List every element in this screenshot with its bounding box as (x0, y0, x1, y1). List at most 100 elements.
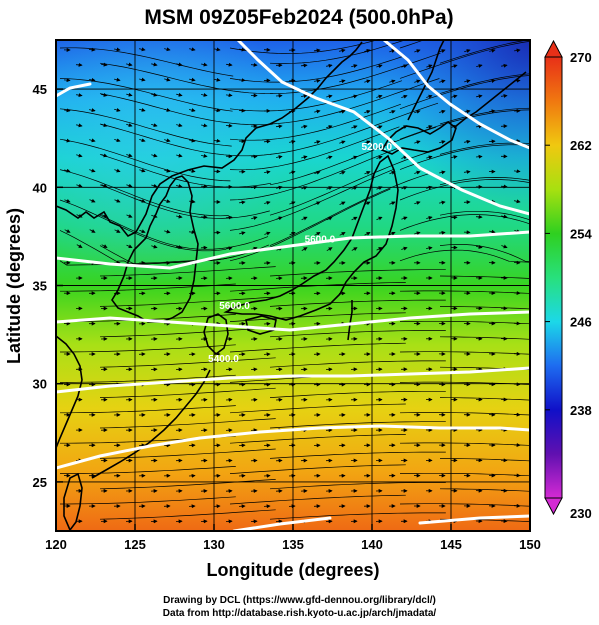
wind-arrow (63, 78, 71, 83)
wind-arrow (264, 200, 271, 205)
wind-arrow (501, 63, 508, 68)
wind-arrow (238, 78, 246, 83)
wind-arrow (226, 62, 233, 67)
wind-arrow (426, 94, 433, 99)
wind-arrow (426, 125, 433, 129)
contour-label: 5600.0 (219, 301, 250, 312)
wind-arrow (439, 170, 446, 175)
streamline (229, 312, 406, 322)
wind-arrow (339, 109, 346, 114)
streamline (439, 107, 530, 125)
x-axis-title: Longitude (degrees) (206, 560, 379, 580)
wind-arrow (164, 229, 171, 234)
wind-arrow (276, 155, 283, 159)
wind-arrow (151, 62, 158, 67)
streamline (269, 78, 440, 125)
wind-arrow (414, 170, 421, 175)
wind-arrow (151, 183, 158, 188)
wind-arrow (426, 185, 433, 190)
streamline (99, 244, 270, 265)
wind-arrow (264, 170, 271, 175)
wind-arrow (226, 246, 233, 251)
contour-label: 5600.0 (305, 234, 336, 245)
streamline (399, 179, 530, 201)
wind-arrow (89, 108, 96, 113)
wind-arrow (351, 94, 358, 99)
streamline (229, 342, 406, 353)
contour-line (56, 366, 530, 394)
wind-arrow (139, 77, 146, 82)
wind-arrow (275, 124, 283, 129)
wind-arrow (289, 170, 296, 175)
streamline (229, 103, 402, 141)
credit-drawing: Drawing by DCL (https://www.gfd-dennou.o… (163, 595, 436, 606)
streamline (269, 52, 441, 94)
x-axis: 120 125 130 135 140 145 150 (45, 524, 541, 552)
streamline (269, 330, 446, 338)
contour-line (56, 424, 530, 470)
y-tick-label: 40 (33, 180, 47, 195)
streamline (59, 78, 233, 112)
wind-arrow (114, 108, 121, 112)
wind-arrow (513, 169, 521, 174)
wind-arrow (176, 245, 183, 250)
wind-arrow (64, 198, 71, 203)
wind-arrow (426, 246, 433, 251)
wind-arrow (151, 92, 158, 97)
contour-line (232, 516, 332, 531)
wind-arrow (126, 244, 133, 249)
wind-arrow (376, 94, 383, 99)
x-tick-label: 135 (282, 537, 304, 552)
wind-arrow (214, 77, 221, 82)
coastline-izu-islands (347, 300, 353, 341)
wind-arrow (401, 94, 408, 99)
wind-arrow (514, 199, 521, 204)
wind-arrow (301, 216, 308, 221)
wind-arrow (439, 140, 446, 145)
contour-line (56, 230, 530, 270)
x-tick-label: 120 (45, 537, 67, 552)
coastline-kyushu (203, 313, 229, 356)
colorbar-max-arrow (544, 39, 563, 58)
wind-arrow (401, 246, 408, 251)
wind-arrow (401, 216, 408, 221)
wind-arrow (500, 93, 508, 98)
wind-arrow (176, 123, 183, 128)
coastline-ryukyu (91, 369, 211, 479)
wind-arrow (376, 64, 383, 69)
wind-arrow (176, 153, 183, 158)
y-axis: 25 30 35 40 45 (33, 82, 63, 490)
wind-arrow (439, 109, 446, 114)
colorbar-scale (544, 56, 563, 499)
wind-arrow (126, 62, 133, 67)
wind-arrow (476, 244, 483, 249)
wind-arrow (213, 138, 221, 143)
wind-arrow (439, 49, 446, 53)
streamline (229, 434, 406, 444)
wind-arrow (438, 230, 446, 235)
wind-arrow (101, 62, 108, 67)
streamline (60, 496, 236, 505)
wind-arrow (214, 108, 221, 113)
wind-arrow (289, 139, 296, 144)
x-tick-label: 130 (203, 537, 225, 552)
streamline (229, 168, 395, 231)
wind-arrow (164, 47, 171, 52)
wind-arrow (101, 123, 108, 128)
wind-arrow (351, 125, 358, 129)
wind-arrow (326, 186, 333, 190)
colorbar-tick-label: 246 (570, 315, 592, 330)
streamline (399, 214, 530, 231)
wind-arrow (126, 153, 133, 158)
wind-arrow (464, 79, 471, 84)
wind-arrow (476, 94, 483, 99)
wind-arrow (76, 123, 83, 128)
wind-arrow (250, 62, 258, 67)
streamline (60, 466, 236, 474)
wind-arrow (76, 213, 83, 218)
wind-arrow (164, 168, 171, 173)
streamline (269, 40, 406, 64)
wind-arrow (189, 169, 196, 173)
wind-arrow (139, 168, 146, 173)
wind-arrow (414, 201, 421, 205)
